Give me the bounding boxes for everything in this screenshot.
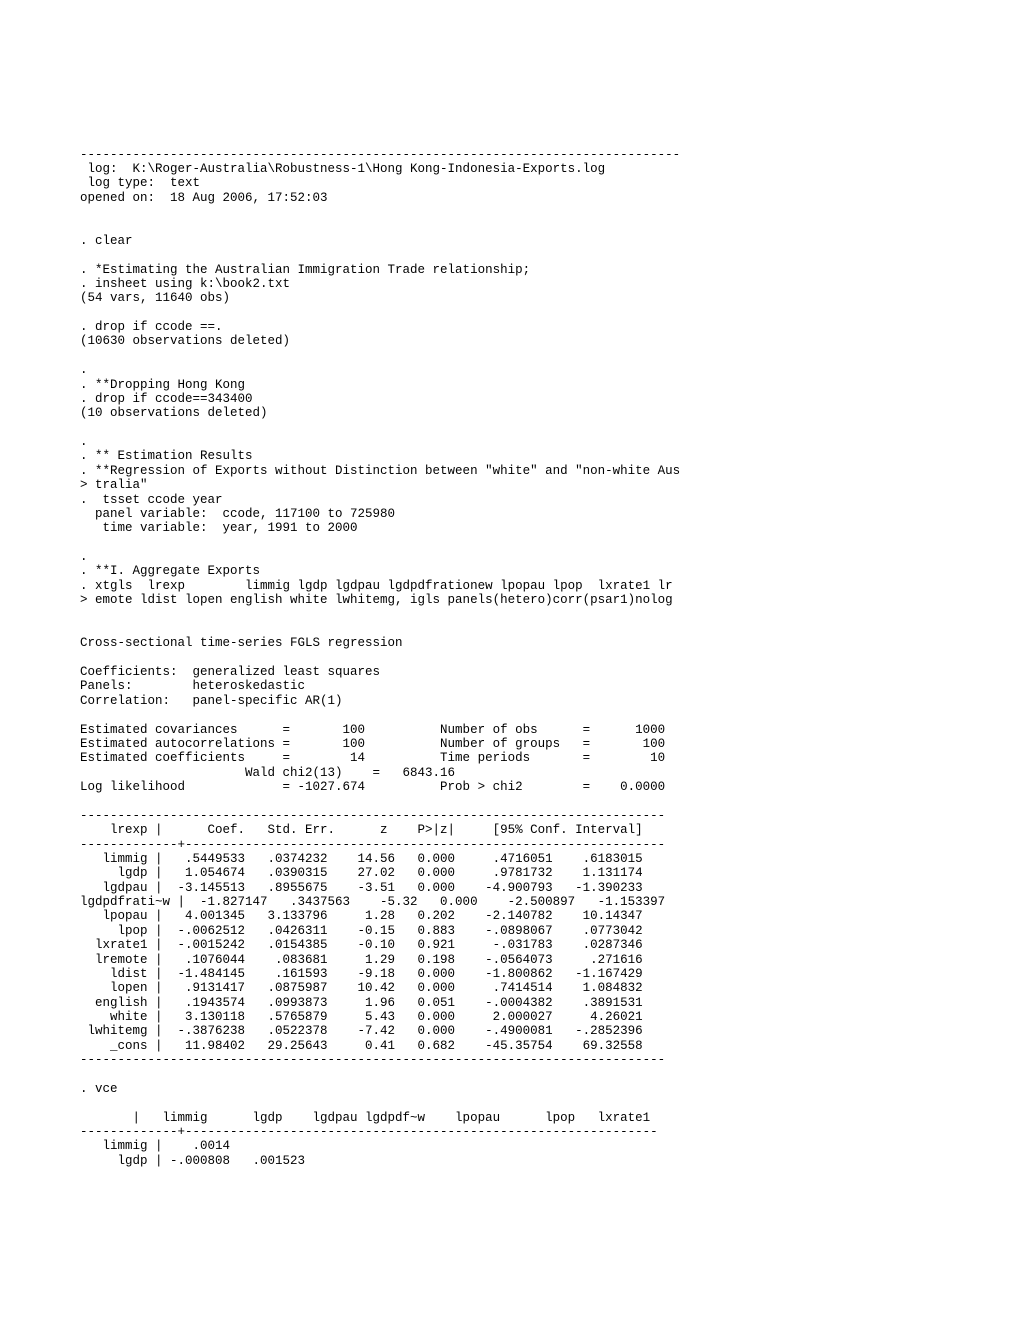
table-row: lwhitemg | -.3876238 .0522378 -7.42 0.00… xyxy=(80,1024,643,1038)
table-row: lpopau | 4.001345 3.133796 1.28 0.202 -2… xyxy=(80,909,643,923)
table-separator: ----------------------------------------… xyxy=(80,809,665,823)
separator-line: ----------------------------------------… xyxy=(80,148,680,162)
table-row: lxrate1 | -.0015242 .0154385 -0.10 0.921… xyxy=(80,938,643,952)
coefficients-line: Coefficients: generalized least squares xyxy=(80,665,380,679)
estimated-covariances: Estimated covariances = 100 Number of ob… xyxy=(80,723,665,737)
cmd-comment-estimating: . *Estimating the Australian Immigration… xyxy=(80,263,530,277)
estimated-autocorrelations: Estimated autocorrelations = 100 Number … xyxy=(80,737,665,751)
output-insheet: (54 vars, 11640 obs) xyxy=(80,291,230,305)
cmd-vce: . vce xyxy=(80,1082,118,1096)
table-row: english | .1943574 .0993873 1.96 0.051 -… xyxy=(80,996,643,1010)
table-row: lremote | .1076044 .083681 1.29 0.198 -.… xyxy=(80,953,643,967)
cmd-dot: . xyxy=(80,435,88,449)
log-likelihood: Log likelihood = -1027.674 Prob > chi2 =… xyxy=(80,780,665,794)
cmd-comment-agg-exports: . **I. Aggregate Exports xyxy=(80,564,260,578)
cmd-tsset: . tsset ccode year xyxy=(80,493,223,507)
log-path: log: K:\Roger-Australia\Robustness-1\Hon… xyxy=(80,162,605,176)
table-header-separator: -------------+--------------------------… xyxy=(80,838,665,852)
table-header: lrexp | Coef. Std. Err. z P>|z| [95% Con… xyxy=(80,823,643,837)
output-time-var: time variable: year, 1991 to 2000 xyxy=(80,521,358,535)
cmd-dot: . xyxy=(80,363,88,377)
table-row: lgdpdfrati~w | -1.827147 .3437563 -5.32 … xyxy=(80,895,665,909)
correlation-line: Correlation: panel-specific AR(1) xyxy=(80,694,343,708)
table-row: lgdp | 1.054674 .0390315 27.02 0.000 .97… xyxy=(80,866,643,880)
table-row: ldist | -1.484145 .161593 -9.18 0.000 -1… xyxy=(80,967,643,981)
vce-header-separator: -------------+--------------------------… xyxy=(80,1125,658,1139)
cmd-drop-hk: . drop if ccode==343400 xyxy=(80,392,253,406)
table-row: lgdpau | -3.145513 .8955675 -3.51 0.000 … xyxy=(80,881,643,895)
table-row: lpop | -.0062512 .0426311 -0.15 0.883 -.… xyxy=(80,924,643,938)
estimated-coefficients: Estimated coefficients = 14 Time periods… xyxy=(80,751,665,765)
cmd-comment-est-results: . ** Estimation Results xyxy=(80,449,253,463)
table-row: lopen | .9131417 .0875987 10.42 0.000 .7… xyxy=(80,981,643,995)
regression-title: Cross-sectional time-series FGLS regress… xyxy=(80,636,403,650)
cmd-clear: . clear xyxy=(80,234,133,248)
vce-row: limmig | .0014 xyxy=(80,1139,230,1153)
output-drop-ccode: (10630 observations deleted) xyxy=(80,334,290,348)
vce-row: lgdp | -.000808 .001523 xyxy=(80,1154,305,1168)
panels-line: Panels: heteroskedastic xyxy=(80,679,305,693)
cmd-comment-drop-hk: . **Dropping Hong Kong xyxy=(80,378,245,392)
wald-chi2: Wald chi2(13) = 6843.16 xyxy=(80,766,455,780)
table-separator: ----------------------------------------… xyxy=(80,1053,665,1067)
log-type: log type: text xyxy=(80,176,200,190)
cmd-insheet: . insheet using k:\book2.txt xyxy=(80,277,290,291)
output-panel-var: panel variable: ccode, 117100 to 725980 xyxy=(80,507,395,521)
opened-on: opened on: 18 Aug 2006, 17:52:03 xyxy=(80,191,328,205)
cmd-comment-regression-cont: > tralia" xyxy=(80,478,148,492)
table-row: white | 3.130118 .5765879 5.43 0.000 2.0… xyxy=(80,1010,643,1024)
cmd-xtgls-cont: > emote ldist lopen english white lwhite… xyxy=(80,593,673,607)
table-row: limmig | .5449533 .0374232 14.56 0.000 .… xyxy=(80,852,643,866)
cmd-comment-regression: . **Regression of Exports without Distin… xyxy=(80,464,680,478)
cmd-dot: . xyxy=(80,550,88,564)
output-drop-hk: (10 observations deleted) xyxy=(80,406,268,420)
vce-header: | limmig lgdp lgdpau lgdpdf~w lpopau lpo… xyxy=(80,1111,650,1125)
cmd-xtgls: . xtgls lrexp limmig lgdp lgdpau lgdpdfr… xyxy=(80,579,673,593)
table-row: _cons | 11.98402 29.25643 0.41 0.682 -45… xyxy=(80,1039,643,1053)
cmd-drop-ccode: . drop if ccode ==. xyxy=(80,320,223,334)
